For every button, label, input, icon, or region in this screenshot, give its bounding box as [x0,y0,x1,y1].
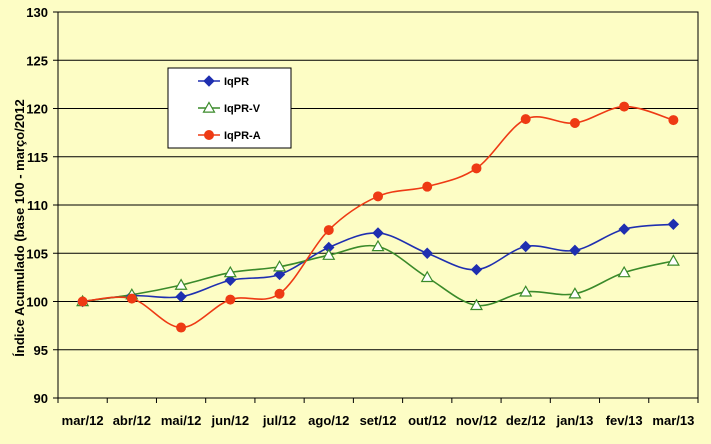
data-point-circle [274,288,285,299]
y-tick-label: 90 [34,391,48,406]
data-point-circle [126,293,137,304]
data-point-triangle [322,248,336,260]
data-point-diamond [519,240,532,253]
y-tick-label: 120 [26,102,48,117]
x-tick-labels: mar/12 abr/12 mai/12 jun/12 jul/12 ago/12 set/… [62,413,695,428]
x-tick-label: out/12 [408,413,446,428]
data-point-circle [77,296,88,307]
x-tick-label: mar/13 [652,413,694,428]
legend-label: IqPR-V [224,103,261,115]
data-point-triangle [174,278,188,290]
x-tick-label: fev/13 [606,413,643,428]
data-point-triangle [202,101,216,113]
data-point-diamond [273,268,286,281]
data-point-triangle [568,287,582,299]
y-tick-label: 130 [26,5,48,20]
data-point-diamond [470,263,483,276]
data-point-diamond [372,227,384,239]
legend-label: IqPR [224,76,249,88]
data-point-circle [204,130,214,140]
data-point-circle [176,322,187,333]
data-point-triangle [273,260,287,272]
data-point-circle [569,117,580,128]
x-tick-label: mar/12 [62,413,104,428]
y-axis-label: Índice Acumulado (base 100 - março/2012 [12,99,27,356]
y-tick-label: 100 [26,295,48,310]
legend: IqPR IqPR-V IqPR-A [167,67,292,149]
x-tick-label: nov/12 [456,413,497,428]
x-tick-label: jan/13 [555,413,593,428]
data-point-diamond [224,274,237,286]
x-tick-label: ago/12 [308,413,349,428]
data-point-circle [668,115,679,126]
y-tick-label: 125 [26,53,48,68]
data-point-circle [619,101,630,112]
y-tick-label: 105 [26,246,48,261]
data-point-diamond [203,75,215,87]
legend-label: IqPR-A [224,130,261,142]
gridlines [53,11,699,403]
legend-box [167,67,292,149]
y-tick-label: 115 [27,150,48,165]
y-tick-label: 95 [34,343,48,358]
x-tick-label: jul/12 [262,413,296,428]
data-point-circle [520,114,531,125]
data-point-circle [422,181,433,192]
x-tick-label: jun/12 [211,413,250,428]
data-point-triangle [617,265,631,278]
data-point-triangle [420,270,434,283]
y-tick-label: 110 [27,198,48,213]
data-point-circle [471,163,482,174]
data-point-diamond [569,244,581,257]
data-point-diamond [175,290,187,303]
data-point-circle [225,294,236,305]
data-point-triangle [519,285,533,297]
data-point-diamond [421,247,433,259]
data-point-diamond [618,223,630,235]
x-tick-label: mai/12 [161,413,201,428]
data-point-triangle [223,265,237,278]
data-point-triangle [469,298,483,311]
data-point-circle [323,225,334,236]
data-point-triangle [666,254,680,266]
y-tick-labels: 90 95 100 105 110 115 120 125 130 [26,5,48,406]
data-point-triangle [371,239,385,252]
x-tick-label: dez/12 [506,413,546,428]
data-point-diamond [667,218,680,231]
x-tick-label: set/12 [360,413,397,428]
data-point-circle [373,191,383,202]
series-markers [76,101,680,333]
x-tick-label: abr/12 [113,413,151,428]
